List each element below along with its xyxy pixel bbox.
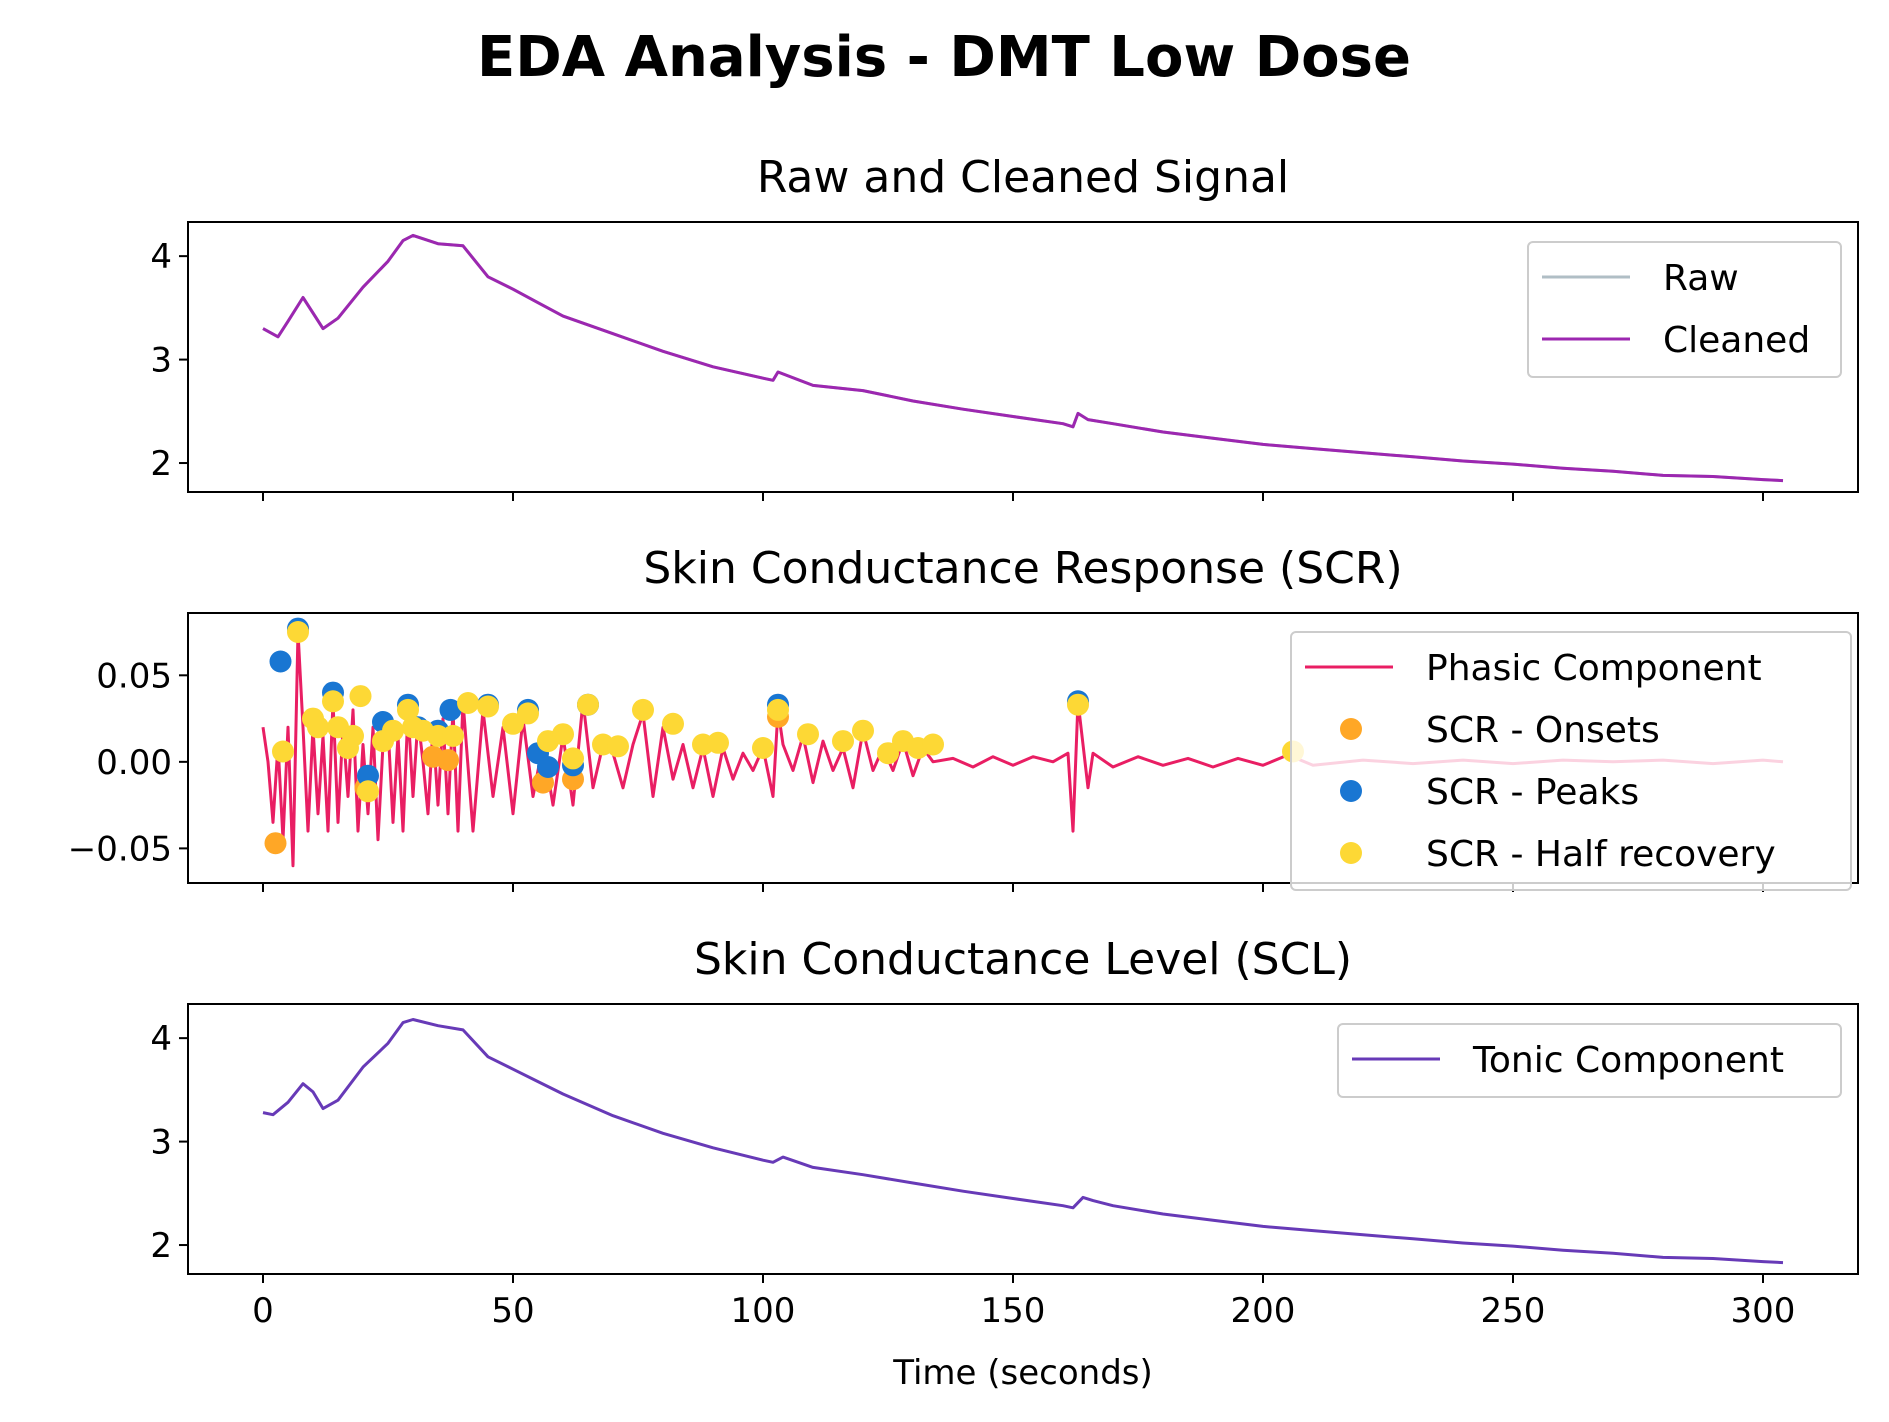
legend-label-raw: Raw xyxy=(1663,258,1739,299)
y-tick-label: 4 xyxy=(150,237,172,277)
scl-panel: Skin Conductance Level (SCL) 0 50 100 150 20… xyxy=(150,934,1859,1393)
scr-panel: Skin Conductance Response (SCR) −0.05 0.0… xyxy=(68,543,1859,892)
marker-scr-half-recovery xyxy=(562,747,584,770)
y-tick-label: 3 xyxy=(150,341,172,381)
legend-frame xyxy=(1337,1023,1842,1098)
legend-label-scr-half-recovery: SCR - Half recovery xyxy=(1426,834,1776,875)
legend-frame xyxy=(1290,631,1852,891)
y-tick-label: −0.05 xyxy=(68,829,172,869)
raw-cleaned-panel: Raw and Cleaned Signal 2 3 4 Raw Cleaned xyxy=(150,152,1859,501)
raw-cleaned-plot-area: 2 3 4 xyxy=(150,221,1859,501)
y-tick-label: 0.00 xyxy=(96,743,172,783)
legend-label-cleaned: Cleaned xyxy=(1663,320,1810,361)
series-line-tonic-component xyxy=(262,1018,1784,1265)
series-line-cleaned xyxy=(262,233,1784,483)
axes-frame xyxy=(187,612,1859,884)
marker-scr-peaks xyxy=(357,764,379,787)
y-tick-label: 3 xyxy=(150,1123,172,1163)
legend-label-scr-peaks: SCR - Peaks xyxy=(1426,772,1639,813)
x-tick-label: 200 xyxy=(1231,1291,1296,1331)
series-line-phasic-component xyxy=(261,630,1784,868)
marker-scr-half-recovery xyxy=(1067,693,1089,716)
marker-scr-half-recovery xyxy=(852,719,874,742)
panel-title-scr: Skin Conductance Response (SCR) xyxy=(643,543,1402,594)
marker-scr-half-recovery xyxy=(832,730,854,753)
scr-legend: Phasic Component SCR - Onsets SCR - Peaks S… xyxy=(1290,631,1852,891)
marker-scr-half-recovery xyxy=(877,742,899,765)
panel-title-scl: Skin Conductance Level (SCL) xyxy=(694,934,1352,985)
marker-scr-half-recovery xyxy=(357,780,379,803)
marker-scr-half-recovery xyxy=(607,735,629,758)
marker-scr-half-recovery xyxy=(752,737,774,759)
marker-scr-half-recovery xyxy=(307,716,329,739)
legend-marker-scr-onsets xyxy=(1340,718,1362,740)
raw-cleaned-legend: Raw Cleaned xyxy=(1527,241,1842,378)
legend-marker-scr-peaks xyxy=(1340,780,1362,802)
marker-scr-half-recovery xyxy=(342,724,364,747)
marker-scr-half-recovery xyxy=(662,712,684,735)
marker-scr-half-recovery xyxy=(707,731,729,754)
y-tick-label: 4 xyxy=(150,1019,172,1059)
marker-scr-half-recovery xyxy=(322,690,344,713)
marker-scr-half-recovery xyxy=(797,723,819,746)
marker-scr-half-recovery xyxy=(922,733,944,756)
panel-title-raw-cleaned: Raw and Cleaned Signal xyxy=(757,152,1289,203)
marker-scr-peaks xyxy=(269,650,292,673)
marker-scr-half-recovery xyxy=(349,685,372,708)
x-tick-label: 250 xyxy=(1481,1291,1546,1331)
marker-scr-half-recovery xyxy=(552,723,574,746)
marker-scr-half-recovery xyxy=(577,693,599,716)
marker-scr-half-recovery xyxy=(442,724,464,747)
marker-scr-half-recovery xyxy=(517,702,539,725)
y-tick-label: 2 xyxy=(150,1226,172,1266)
scl-legend: Tonic Component xyxy=(1337,1023,1842,1098)
legend-marker-scr-half-recovery xyxy=(1340,842,1362,864)
y-tick-label: 0.05 xyxy=(96,656,172,696)
axes-frame xyxy=(187,1003,1859,1275)
x-axis-label: Time (seconds) xyxy=(892,1353,1153,1393)
marker-scr-half-recovery xyxy=(632,698,654,721)
legend-label-phasic-component: Phasic Component xyxy=(1426,648,1762,689)
x-tick-label: 0 xyxy=(252,1291,274,1331)
x-tick-label: 300 xyxy=(1731,1291,1796,1331)
legend-label-tonic-component: Tonic Component xyxy=(1472,1040,1784,1081)
legend-label-scr-onsets: SCR - Onsets xyxy=(1426,710,1660,751)
x-tick-label: 150 xyxy=(981,1291,1046,1331)
axes-frame xyxy=(187,221,1859,493)
marker-scr-half-recovery xyxy=(767,698,789,721)
marker-scr-onsets xyxy=(437,749,459,772)
scl-plot-area: 0 50 100 150 200 250 300 2 3 4 xyxy=(150,1003,1859,1331)
marker-scr-half-recovery xyxy=(287,621,309,643)
marker-scr-peaks xyxy=(537,756,559,778)
marker-scr-half-recovery xyxy=(477,695,499,718)
figure-title: EDA Analysis - DMT Low Dose xyxy=(477,25,1411,90)
marker-scr-half-recovery xyxy=(457,692,479,714)
marker-scr-peaks xyxy=(439,698,462,721)
marker-scr-half-recovery xyxy=(397,698,419,721)
x-tick-label: 100 xyxy=(731,1291,796,1331)
marker-scr-onsets xyxy=(264,832,287,855)
marker-scr-half-recovery xyxy=(272,740,294,763)
marker-scr-half-recovery xyxy=(382,719,404,742)
x-tick-label: 50 xyxy=(491,1291,534,1331)
y-tick-label: 2 xyxy=(150,444,172,484)
